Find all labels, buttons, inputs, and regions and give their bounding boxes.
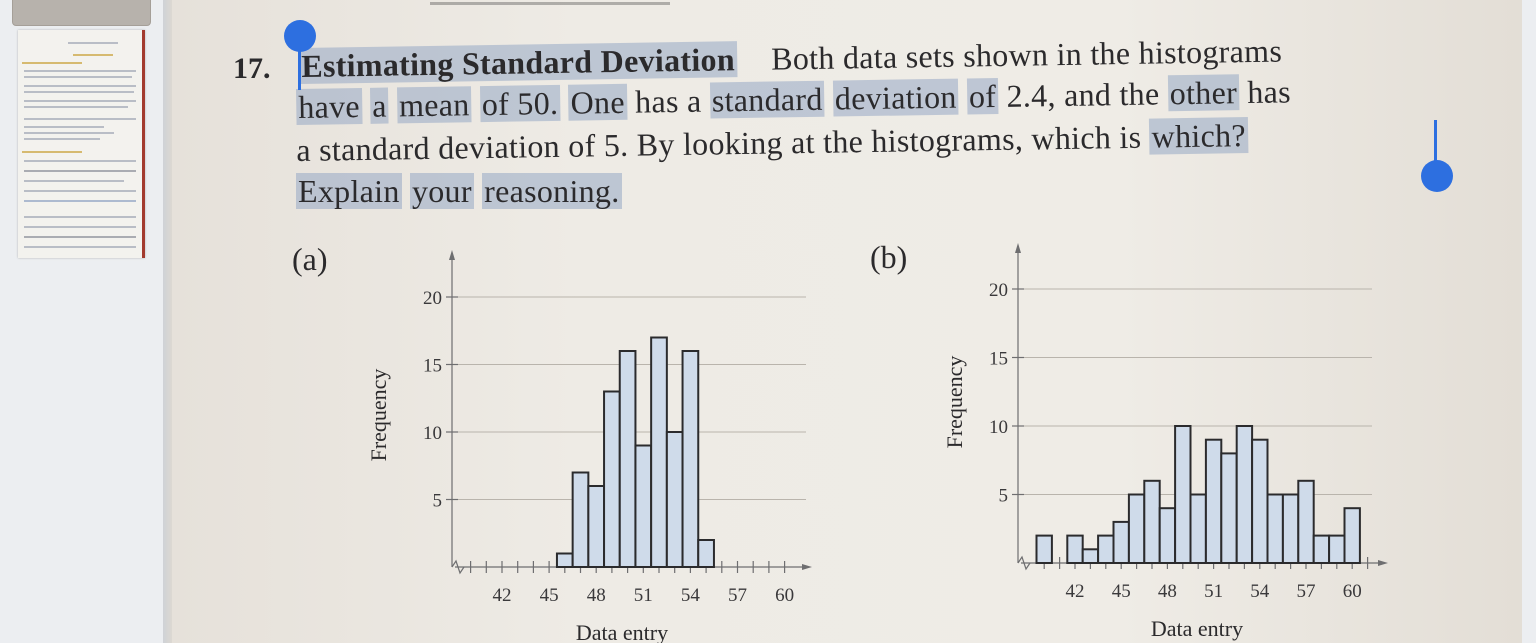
histogram-bar (1097, 534, 1115, 564)
histogram-bar (1266, 493, 1284, 564)
histogram-bar (1066, 534, 1084, 564)
selection-start-bar[interactable] (298, 40, 301, 90)
histogram-bar (1189, 493, 1207, 564)
selection-start-handle[interactable] (284, 20, 316, 52)
y-axis-label: Frequency (366, 369, 391, 462)
y-tick-label: 10 (423, 423, 442, 444)
histogram-bar (1112, 520, 1130, 565)
y-tick-label: 20 (423, 288, 442, 309)
word-reasoning[interactable]: reasoning. (482, 173, 622, 209)
selection-end-bar[interactable] (1434, 120, 1437, 162)
y-tick-label: 15 (423, 356, 442, 377)
y-axis-label: Frequency (942, 356, 967, 449)
histogram-bar (1035, 534, 1053, 564)
histogram-bar (1081, 548, 1100, 564)
histogram-bar (587, 485, 606, 568)
x-tick-label: 51 (634, 585, 653, 606)
histogram-bar (1235, 425, 1254, 564)
x-tick-label: 45 (540, 585, 559, 606)
histogram-bar (681, 350, 700, 568)
x-axis-label: Data entry (1151, 616, 1243, 641)
y-tick-label: 5 (433, 491, 443, 512)
x-tick-label: 48 (587, 585, 606, 606)
histogram-bar (603, 390, 621, 568)
y-axis-arrow (449, 250, 455, 260)
histogram-bar (1220, 452, 1238, 564)
histogram-bar (1127, 493, 1146, 564)
selection-end-handle[interactable] (1421, 160, 1453, 192)
problem-number: 17. (233, 52, 271, 85)
x-axis-arrow (802, 564, 812, 570)
word-your[interactable]: your (409, 173, 474, 209)
histogram-bar (697, 539, 715, 568)
histogram-bar (1343, 507, 1361, 565)
x-tick-label: 54 (681, 585, 701, 606)
histogram-bar (1312, 534, 1331, 564)
histogram-bar (1143, 479, 1161, 564)
histogram-bar (1297, 479, 1315, 564)
x-tick-label: 57 (728, 585, 747, 606)
chart-panel-label: (b) (870, 239, 907, 275)
x-tick-label: 48 (1158, 581, 1177, 602)
x-tick-label: 60 (775, 585, 794, 606)
chart-panel-label: (a) (292, 241, 328, 277)
x-tick-label: 60 (1343, 581, 1362, 602)
scroll-gutter[interactable] (1522, 0, 1536, 643)
histogram-bar (650, 336, 668, 568)
text-line-4[interactable]: Explain your reasoning. (296, 173, 622, 210)
histogram-bar (1158, 507, 1177, 565)
histogram-bar (1281, 493, 1300, 564)
histogram-bar (1204, 438, 1223, 565)
word-explain[interactable]: Explain (296, 173, 402, 209)
histogram-bar (1328, 534, 1346, 564)
page-edge (163, 0, 172, 643)
histogram-bar (634, 444, 653, 568)
x-tick-label: 54 (1250, 581, 1270, 602)
histogram-bar (571, 471, 590, 568)
histogram-bar (618, 350, 637, 568)
y-tick-label: 10 (989, 417, 1008, 438)
y-tick-label: 15 (989, 349, 1008, 370)
previous-text-fragment (430, 0, 670, 5)
x-tick-label: 57 (1297, 581, 1316, 602)
histogram-bar (1251, 438, 1269, 565)
y-axis-arrow (1015, 243, 1021, 253)
page-thumbnail-rail (0, 0, 163, 643)
histogram-bar (1174, 425, 1192, 564)
y-tick-label: 5 (999, 486, 1009, 507)
x-tick-label: 42 (1066, 581, 1085, 602)
histogram-bar (665, 431, 684, 568)
x-axis-label: Data entry (576, 620, 668, 643)
x-tick-label: 42 (493, 585, 512, 606)
x-axis-arrow (1378, 560, 1388, 566)
x-tick-label: 45 (1112, 581, 1131, 602)
histogram-bar (555, 552, 574, 568)
x-tick-label: 51 (1204, 581, 1223, 602)
y-tick-label: 20 (989, 280, 1008, 301)
axis-break (451, 559, 465, 575)
current-page-thumbnail[interactable] (18, 30, 145, 258)
previous-page-thumbnail[interactable] (12, 0, 151, 26)
axis-break (1017, 555, 1031, 571)
